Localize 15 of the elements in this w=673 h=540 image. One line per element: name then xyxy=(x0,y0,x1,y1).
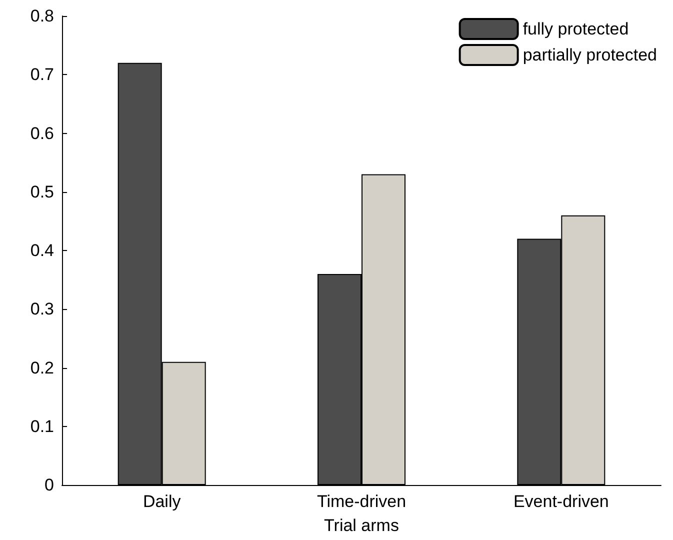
y-tick-label: 0.4 xyxy=(30,241,54,260)
y-tick-label: 0.2 xyxy=(30,358,54,378)
y-tick-label: 0.5 xyxy=(30,182,54,202)
x-tick-label: Time-driven xyxy=(316,492,406,511)
y-tick-label: 0.8 xyxy=(30,6,54,26)
y-tick-label: 0.1 xyxy=(30,416,54,436)
x-axis-title: Trial arms xyxy=(324,516,399,535)
y-tick-label: 0.7 xyxy=(30,65,54,84)
x-tick-label: Daily xyxy=(142,492,182,511)
y-tick-label: 0.3 xyxy=(30,300,54,319)
legend-label: partially protected xyxy=(522,46,658,64)
y-tick-label: 0.6 xyxy=(30,124,54,143)
x-tick-label: Event-driven xyxy=(513,492,609,511)
y-tick-label: 0 xyxy=(44,476,54,494)
legend-label: fully protected xyxy=(522,20,629,38)
